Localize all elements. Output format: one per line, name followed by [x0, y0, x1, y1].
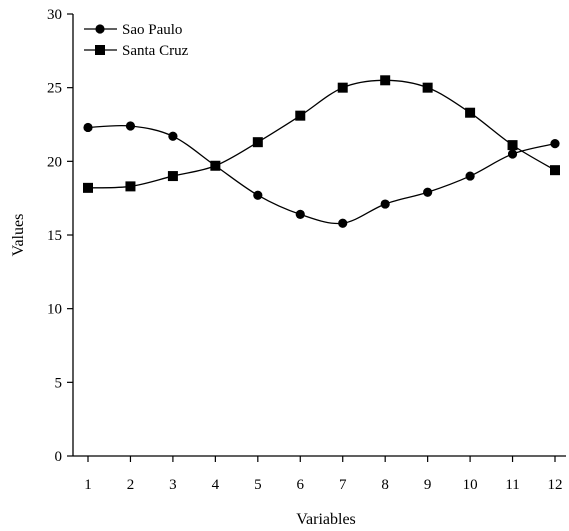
legend-marker: [95, 24, 105, 34]
x-tick-label: 11: [505, 477, 519, 493]
legend-marker: [95, 45, 105, 55]
data-point-sao-paulo: [338, 218, 348, 228]
y-axis-label: Values: [10, 214, 27, 257]
x-tick-label: 3: [169, 477, 177, 493]
legend-item-santa-cruz: Santa Cruz: [84, 43, 189, 59]
data-point-santa-cruz: [550, 165, 560, 176]
series-sao-paulo: [83, 121, 560, 228]
x-tick-label: 6: [297, 477, 305, 493]
x-tick-label: 10: [463, 477, 478, 493]
legend-label: Sao Paulo: [122, 22, 182, 38]
x-tick-label: 8: [381, 477, 389, 493]
data-point-santa-cruz: [125, 181, 136, 192]
x-tick-label: 12: [548, 477, 563, 493]
x-tick-label: 1: [84, 477, 92, 493]
data-point-sao-paulo: [168, 131, 178, 141]
y-tick-label: 20: [47, 154, 62, 170]
data-point-sao-paulo: [125, 121, 136, 131]
data-point-santa-cruz: [465, 107, 476, 118]
x-tick-label: 5: [254, 477, 262, 493]
data-point-sao-paulo: [550, 139, 560, 149]
x-tick-label: 2: [127, 477, 135, 493]
y-tick-label: 15: [47, 228, 62, 244]
series-line-santa-cruz: [87, 79, 556, 189]
data-point-santa-cruz: [337, 82, 348, 93]
legend-label: Santa Cruz: [122, 43, 189, 59]
data-point-sao-paulo: [253, 190, 263, 200]
y-tick-label: 30: [47, 7, 62, 23]
data-point-santa-cruz: [422, 82, 433, 93]
data-point-santa-cruz: [167, 171, 178, 182]
legend-item-sao-paulo: Sao Paulo: [84, 22, 182, 38]
data-point-santa-cruz: [210, 160, 221, 171]
y-tick-label: 5: [55, 375, 63, 391]
series-layer: [83, 75, 560, 228]
data-point-santa-cruz: [83, 182, 93, 193]
data-point-santa-cruz: [252, 137, 263, 148]
data-point-santa-cruz: [507, 140, 518, 151]
data-point-sao-paulo: [295, 209, 305, 219]
series-santa-cruz: [83, 75, 560, 193]
series-line-sao-paulo: [87, 124, 556, 225]
data-point-sao-paulo: [83, 122, 93, 133]
y-tick-label: 0: [55, 449, 63, 465]
data-point-sao-paulo: [423, 187, 433, 197]
data-point-santa-cruz: [380, 75, 391, 86]
x-tick-label: 7: [339, 477, 347, 493]
x-tick-label: 4: [212, 477, 220, 493]
data-point-santa-cruz: [295, 110, 306, 121]
x-tick-label: 9: [424, 477, 432, 493]
y-tick-label: 10: [47, 302, 62, 318]
legend: Sao Paulo Santa Cruz: [84, 22, 189, 59]
data-point-sao-paulo: [507, 149, 518, 159]
y-tick-label: 25: [47, 81, 62, 97]
x-axis-label: Variables: [296, 511, 356, 528]
data-point-sao-paulo: [465, 171, 475, 181]
data-point-sao-paulo: [380, 199, 390, 209]
